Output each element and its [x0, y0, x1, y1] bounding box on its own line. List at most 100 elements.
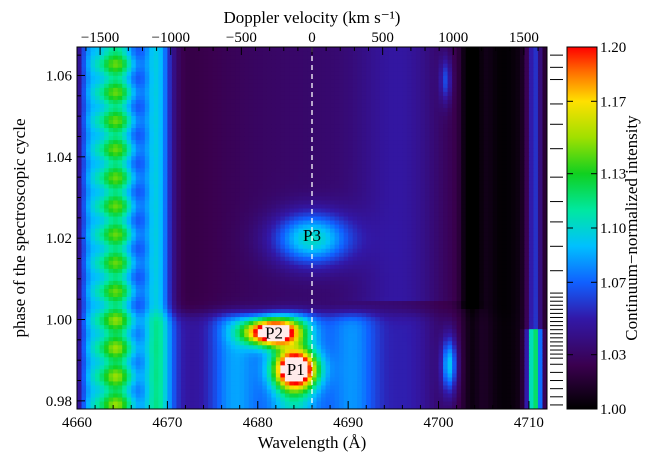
heatmap-cell: [402, 296, 408, 301]
heatmap-cell: [375, 352, 381, 358]
heatmap-cell: [316, 296, 322, 301]
heatmap-cell: [262, 308, 268, 314]
heatmap-cell: [212, 308, 218, 314]
heatmap-cell: [411, 268, 417, 273]
heatmap-cell: [321, 384, 327, 390]
heatmap-cell: [447, 300, 453, 306]
heatmap-cell: [117, 404, 123, 409]
heatmap-cell: [537, 219, 544, 225]
heatmap-cell: [77, 380, 83, 386]
heatmap-cell: [479, 316, 485, 322]
heatmap-cell: [122, 284, 128, 289]
heatmap-cell: [515, 304, 521, 310]
heatmap-cell: [144, 219, 150, 225]
heatmap-cell: [325, 288, 331, 293]
heatmap-cell: [167, 392, 173, 398]
heatmap-cell: [447, 384, 453, 390]
heatmap-cell: [90, 376, 96, 382]
heatmap-cell: [189, 348, 196, 354]
heatmap-cell: [212, 292, 218, 297]
heatmap-cell: [302, 360, 309, 366]
heatmap-cell: [203, 352, 209, 358]
heatmap-cell: [244, 219, 250, 225]
heatmap-cell: [519, 356, 525, 362]
heatmap-cell: [104, 388, 110, 394]
heatmap-cell: [248, 264, 254, 269]
heatmap-cell: [506, 284, 512, 289]
heatmap-cell: [90, 236, 96, 241]
heatmap-cell: [226, 356, 232, 362]
heatmap-cell: [501, 300, 507, 306]
heatmap-cell: [393, 404, 399, 409]
heatmap-cell: [113, 268, 119, 273]
heatmap-cell: [140, 219, 146, 225]
heatmap-cell: [357, 320, 363, 326]
heatmap-cell: [77, 392, 83, 398]
heatmap-cell: [506, 376, 512, 382]
heatmap-cell: [384, 300, 390, 306]
heatmap-cell: [203, 304, 209, 310]
heatmap-cell: [171, 348, 178, 354]
heatmap-cell: [461, 328, 467, 334]
heatmap-cell: [248, 388, 254, 394]
heatmap-cell: [330, 223, 336, 229]
heatmap-cell: [537, 215, 544, 221]
heatmap-cell: [176, 296, 182, 301]
heatmap-cell: [352, 356, 358, 362]
heatmap-cell: [542, 300, 547, 306]
heatmap-cell: [488, 320, 494, 326]
heatmap-cell: [284, 300, 290, 306]
heatmap-cell: [171, 260, 178, 265]
heatmap-cell: [140, 368, 146, 374]
heatmap-cell: [515, 300, 521, 306]
heatmap-cell: [158, 300, 164, 306]
heatmap-cell: [153, 276, 159, 281]
heatmap-cell: [126, 332, 132, 338]
heatmap-cell: [126, 272, 132, 277]
heatmap-cell: [434, 268, 440, 273]
heatmap-cell: [144, 400, 150, 406]
heatmap-cell: [280, 272, 286, 277]
heatmap-cell: [497, 232, 503, 237]
heatmap-cell: [510, 244, 516, 249]
heatmap-cell: [506, 272, 512, 277]
heatmap-cell: [537, 256, 544, 261]
heatmap-cell: [208, 324, 214, 330]
heatmap-cell: [149, 215, 155, 221]
heatmap-cell: [262, 304, 268, 310]
heatmap-cell: [339, 248, 345, 253]
heatmap-cell: [483, 372, 489, 378]
heatmap-cell: [474, 256, 480, 261]
heatmap-cell: [443, 264, 449, 269]
heatmap-cell: [293, 260, 300, 265]
heatmap-cell: [176, 256, 182, 261]
heatmap-cell: [230, 352, 236, 358]
heatmap-cell: [262, 284, 268, 289]
heatmap-cell: [230, 320, 236, 326]
heatmap-cell: [284, 312, 290, 318]
heatmap-cell: [312, 223, 318, 229]
heatmap-cell: [456, 288, 462, 293]
heatmap-cell: [271, 320, 277, 326]
heatmap-cell: [479, 400, 485, 406]
heatmap-cell: [393, 236, 399, 241]
heatmap-cell: [456, 336, 462, 342]
heatmap-cell: [171, 340, 178, 346]
heatmap-cell: [217, 360, 223, 366]
heatmap-cell: [289, 223, 295, 229]
heatmap-cell: [343, 392, 349, 398]
heatmap-cell: [461, 248, 467, 253]
heatmap-cell: [542, 320, 547, 326]
heatmap-cell: [348, 228, 354, 233]
heatmap-cell: [266, 215, 272, 221]
heatmap-cell: [312, 308, 318, 314]
heatmap-cell: [81, 332, 87, 338]
heatmap-cell: [140, 215, 146, 221]
heatmap-cell: [533, 360, 539, 366]
heatmap-cell: [194, 360, 200, 366]
heatmap-cell: [144, 284, 150, 289]
heatmap-cell: [474, 244, 480, 249]
heatmap-cell: [402, 400, 408, 406]
heatmap-cell: [510, 272, 516, 277]
heatmap-cell: [162, 336, 168, 342]
